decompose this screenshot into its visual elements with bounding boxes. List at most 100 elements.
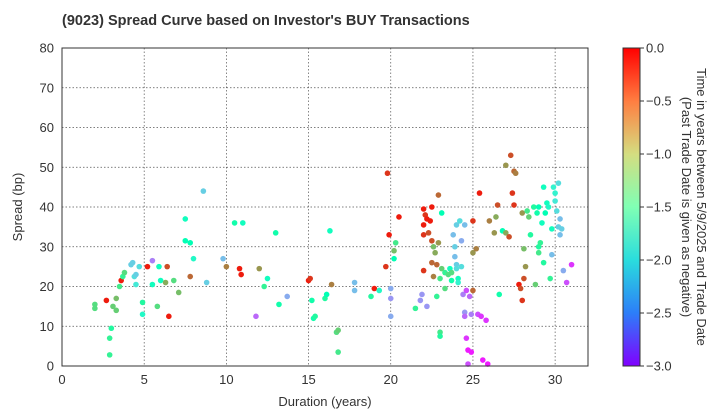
scatter-point [503,162,509,169]
scatter-point [568,261,575,268]
scatter-point [549,226,555,232]
scatter-point [103,297,110,304]
y-tick-label: 80 [40,41,54,56]
scatter-point [376,287,383,294]
scatter-point [419,291,425,298]
colorbar-tick-label: −2.0 [646,253,672,268]
scatter-point [166,313,172,320]
scatter-point [182,237,189,244]
scatter-point [540,259,547,266]
scatter-point [236,265,243,272]
scatter-point [430,243,437,250]
scatter-point [453,222,460,228]
scatter-point [470,287,476,294]
x-tick-label: 20 [384,372,398,387]
scatter-point [452,253,458,260]
scatter-point [448,269,455,276]
scatter-point [190,255,197,262]
scatter-point [433,261,440,268]
scatter-point [549,251,555,258]
scatter-point [396,214,402,220]
scatter-point [461,309,468,316]
scatter-point [309,297,315,304]
scatter-point [312,313,318,320]
plot-area-frame [61,47,589,367]
scatter-point [432,249,438,256]
scatter-point [512,170,519,177]
scatter-point [430,273,437,280]
scatter-point [527,232,534,238]
colorbar-ticks: 0.0 −0.5 −1.0 −1.5 −2.0 −2.5 −3.0 [640,41,672,374]
y-tick-label: 70 [40,80,54,95]
colorbar-label-line2: (Past Trade Date is given as negative) [679,97,694,317]
scatter-point [452,243,458,250]
scatter-point [420,206,427,212]
scatter-point [483,317,489,324]
scatter-point [503,230,509,236]
scatter-point [468,349,475,355]
scatter-point [391,255,397,262]
scatter-point [156,263,162,270]
scatter-point [486,218,493,224]
scatter-point [552,198,558,204]
scatter-point [557,232,563,238]
scatter-point [463,335,470,341]
scatter-point [92,305,98,312]
scatter-point [491,230,498,236]
scatter-point [526,214,532,220]
scatter-point [470,218,476,224]
scatter-point [116,283,123,290]
scatter-point [182,216,189,222]
scatter-point [129,259,136,266]
y-tick-label: 0 [47,359,54,374]
scatter-point [386,232,392,238]
scatter-point [532,281,539,288]
scatter-point [424,303,430,310]
scatter-point [555,180,562,186]
x-tick-label: 5 [141,372,148,387]
scatter-point [327,228,333,234]
scatter-point [392,239,399,246]
scatter-point [113,295,120,302]
colorbar-tick-label: 0.0 [646,41,664,56]
scatter-point [468,311,475,318]
scatter-point [480,357,486,363]
scatter-point [335,327,341,334]
x-tick-label: 25 [466,372,480,387]
scatter-point [521,245,527,252]
scatter-point [175,289,182,296]
scatter-point [437,329,443,336]
scatter-point [458,237,465,244]
scatter-point [256,265,263,272]
scatter-point [550,184,557,190]
scatter-point [484,361,491,367]
scatter-point [139,299,146,306]
scatter-point [170,277,177,284]
scatter-point [522,263,529,270]
scatter-point [465,361,471,367]
scatter-point [187,239,194,246]
scatter-point [427,218,434,224]
scatter-point [420,267,427,274]
scatter-point [368,293,374,300]
scatter-point [351,287,358,294]
colorbar-tick-label: −3.0 [646,359,672,374]
y-tick-label: 10 [40,319,54,334]
scatter-point [276,301,282,308]
x-axis-label: Duration (years) [278,394,371,409]
scatter-point [223,263,230,270]
scatter-point [507,152,514,159]
scatter-point [335,349,341,355]
scatter-point [203,279,210,286]
scatter-point [433,293,440,300]
scatter-point [519,210,526,216]
scatter-point [420,222,427,228]
scatter-point [417,297,424,304]
scatter-point [284,293,290,300]
scatter-point [383,263,389,270]
scatter-point [231,220,238,226]
y-axis-label: Spread (bp) [10,173,25,242]
scatter-point [476,190,483,196]
scatter-point [108,325,115,332]
